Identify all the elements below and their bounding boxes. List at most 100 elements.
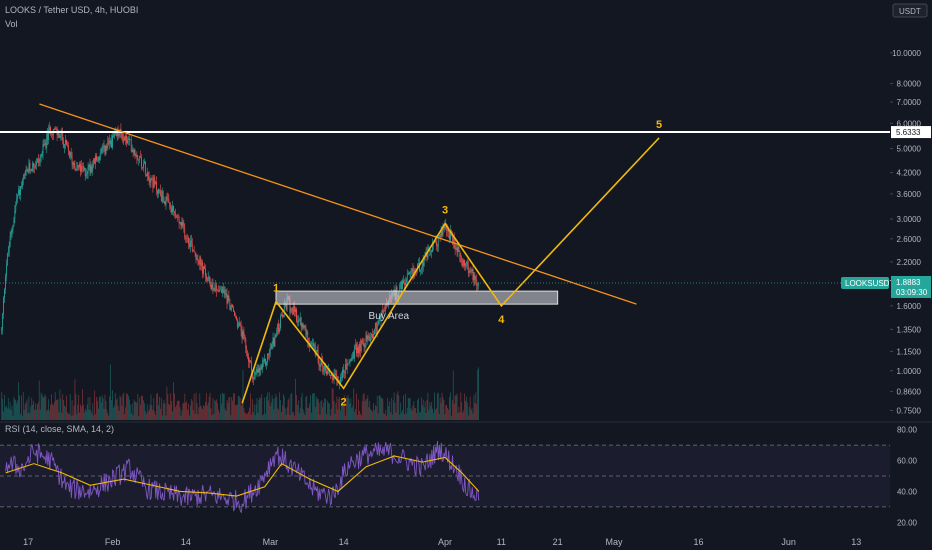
candle-body	[234, 311, 235, 317]
candle-body	[325, 363, 326, 371]
candle-body	[271, 343, 273, 348]
candle-body	[423, 260, 425, 266]
volume-bar	[166, 386, 168, 420]
volume-bar	[209, 392, 211, 420]
volume-bar	[109, 396, 111, 420]
volume-bar	[451, 400, 453, 420]
volume-bar	[404, 414, 405, 420]
volume-bar	[440, 402, 442, 420]
volume-bar	[298, 413, 300, 420]
volume-bar	[441, 392, 443, 420]
candle-body	[454, 242, 456, 250]
volume-bar	[149, 404, 151, 420]
candle-body	[255, 372, 257, 374]
candle-body	[78, 165, 80, 168]
candle-body	[198, 261, 200, 265]
candle-body	[81, 166, 82, 172]
volume-bar	[305, 396, 307, 420]
volume-bar	[120, 397, 122, 420]
volume-bar	[183, 402, 185, 420]
candle-body	[351, 356, 353, 359]
volume-bar	[131, 403, 133, 420]
volume-bar	[430, 405, 432, 420]
rsi-ma-line	[5, 455, 480, 497]
candle-body	[103, 145, 105, 148]
volume-bar	[407, 397, 409, 420]
symbol-legend[interactable]: LOOKS / Tether USD, 4h, HUOBI	[5, 5, 138, 15]
volume-bar	[188, 403, 189, 420]
volume-bar	[249, 407, 250, 420]
volume-bar	[128, 395, 129, 420]
rsi-legend[interactable]: RSI (14, close, SMA, 14, 2)	[5, 424, 114, 434]
volume-bar	[124, 414, 126, 420]
candle-body	[67, 145, 68, 146]
candle-body	[312, 343, 314, 347]
volume-bar	[297, 404, 298, 420]
candle-body	[318, 360, 320, 366]
candle-body	[209, 277, 211, 286]
candle-body	[49, 127, 50, 130]
candle-body	[379, 320, 381, 322]
volume-bar	[443, 400, 445, 420]
volume-bar	[220, 403, 222, 420]
volume-bar	[25, 402, 27, 420]
candle-body	[79, 163, 81, 168]
volume-bar	[243, 408, 245, 420]
candle-body	[368, 335, 370, 337]
candle-body	[146, 172, 148, 176]
candle-body	[250, 360, 251, 363]
volume-bar	[422, 399, 424, 420]
candle-body	[256, 369, 258, 373]
currency-button[interactable]: USDT	[892, 3, 928, 18]
candle-body	[343, 369, 344, 373]
volume-bar	[31, 397, 33, 420]
volume-bar	[42, 397, 44, 420]
volume-bar	[7, 397, 9, 420]
volume-bar	[157, 393, 158, 420]
volume-bar	[377, 413, 379, 420]
volume-bar	[125, 407, 127, 420]
candle-body	[21, 186, 22, 187]
volume-bar	[167, 394, 169, 420]
candle-body	[133, 150, 135, 153]
volume-bar	[236, 404, 238, 420]
candle-body	[329, 375, 331, 376]
volume-bar	[455, 395, 457, 420]
candle-body	[247, 353, 249, 357]
candle-body	[331, 373, 333, 379]
candle-body	[135, 154, 137, 156]
candle-body	[176, 217, 178, 219]
candle-body	[402, 280, 403, 289]
volume-bar	[122, 394, 124, 420]
currency-button-label[interactable]: USDT	[899, 7, 921, 16]
candle-body	[270, 347, 272, 348]
volume-bar	[76, 413, 78, 420]
volume-legend[interactable]: Vol	[5, 19, 18, 29]
volume-bar	[355, 408, 357, 420]
candle-body	[467, 266, 469, 274]
candle-body	[360, 340, 362, 352]
candle-body	[266, 362, 267, 366]
candle-body	[76, 167, 78, 170]
candle-body	[281, 314, 282, 316]
candle-body	[358, 347, 359, 354]
candle-body	[97, 156, 99, 161]
drawing-overlays[interactable]: 5.6333 Buy Area 1 2 3 4 5 LOOKSUSDT 1.888303:09:…	[0, 103, 931, 408]
volume-bar	[389, 412, 391, 420]
time-tick-label: Feb	[105, 537, 121, 547]
candle-body	[350, 358, 352, 361]
volume-bar	[107, 413, 109, 420]
candle-body	[282, 315, 284, 318]
candle-body	[59, 136, 61, 138]
candle-body	[155, 181, 157, 184]
volume-bar	[431, 401, 433, 420]
volume-bar	[294, 415, 296, 420]
volume-bar	[91, 413, 93, 420]
ticker-badge-text: LOOKSUSDT	[845, 279, 894, 288]
candle-body	[36, 162, 37, 166]
volume-bar	[34, 409, 35, 420]
candle-body	[85, 174, 87, 176]
candle-body	[274, 335, 276, 347]
candle-body	[196, 259, 198, 260]
